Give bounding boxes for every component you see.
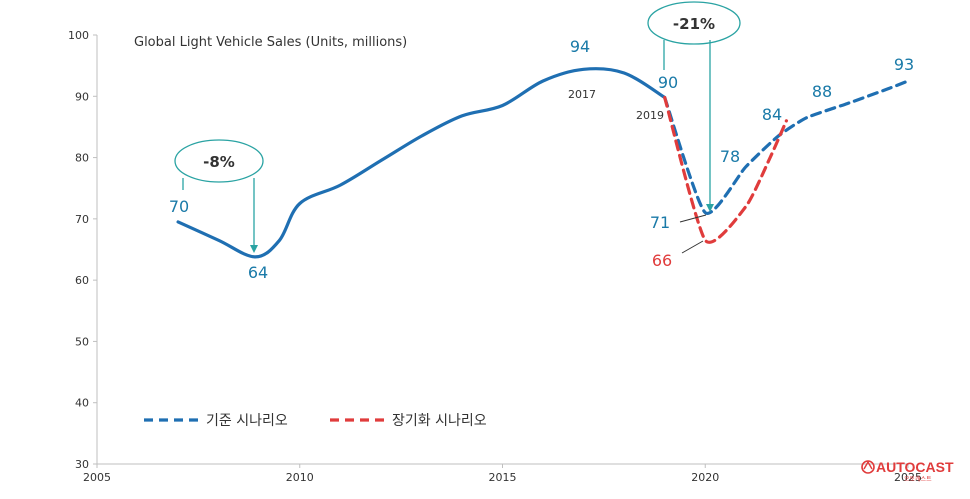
change-callouts: -8% -21% (174, 1, 741, 253)
watermark-subtext: 오토캐스트 (904, 475, 932, 483)
x-tick-label: 2005 (83, 471, 111, 484)
y-tick-label: 40 (75, 397, 89, 410)
data-label: 84 (762, 105, 782, 124)
axes: 30 40 50 60 70 80 90 100 2005 2010 2015 2020 2025 (68, 29, 922, 484)
data-label: 88 (812, 82, 832, 101)
chart-title: Global Light Vehicle Sales (Units, milli… (134, 35, 407, 50)
data-label: 78 (720, 147, 740, 166)
leader-line (679, 214, 707, 223)
y-tick-label: 30 (75, 458, 89, 471)
year-annotation: 2017 (568, 88, 596, 101)
series-line-1 (663, 79, 910, 215)
x-tick-label: 2020 (691, 471, 719, 484)
data-labels: 70 64 94 90 71 78 84 88 93 66 2017 2019 (169, 37, 914, 282)
year-annotation: 2019 (636, 109, 664, 122)
y-tick-label: 90 (75, 90, 89, 103)
callout-ellipse (647, 1, 741, 45)
data-label: 64 (248, 263, 268, 282)
data-label: 71 (650, 213, 670, 232)
callout-percent: -8% (203, 153, 235, 171)
y-tick-label: 100 (68, 29, 89, 42)
y-tick-label: 50 (75, 335, 89, 348)
legend-label: 기준 시나리오 (206, 413, 288, 429)
watermark: AUTOCAST 오토캐스트 (861, 459, 954, 483)
x-tick-label: 2015 (489, 471, 517, 484)
callout-percent: -21% (673, 15, 715, 33)
y-tick-label: 80 (75, 152, 89, 165)
callout-arrowhead-icon (706, 204, 714, 212)
callout-ellipse (174, 139, 264, 183)
leader-line (681, 240, 704, 254)
autocast-logo-icon (861, 460, 875, 474)
data-label: 94 (570, 37, 590, 56)
watermark-text: AUTOCAST (876, 459, 954, 475)
data-label: 90 (658, 73, 678, 92)
callout-arrowhead-icon (250, 245, 258, 253)
series-line-0 (176, 67, 667, 259)
data-label: 93 (894, 55, 914, 74)
legend-label: 장기화 시나리오 (392, 413, 487, 429)
x-tick-label: 2025 (894, 471, 922, 484)
y-tick-label: 70 (75, 213, 89, 226)
series-line-2 (663, 95, 788, 244)
y-tick-label: 60 (75, 274, 89, 287)
series-lines (176, 67, 910, 259)
legend: 기준 시나리오 장기화 시나리오 (144, 413, 487, 429)
data-label: 66 (652, 251, 672, 270)
data-label: 70 (169, 197, 189, 216)
x-tick-label: 2010 (286, 471, 314, 484)
